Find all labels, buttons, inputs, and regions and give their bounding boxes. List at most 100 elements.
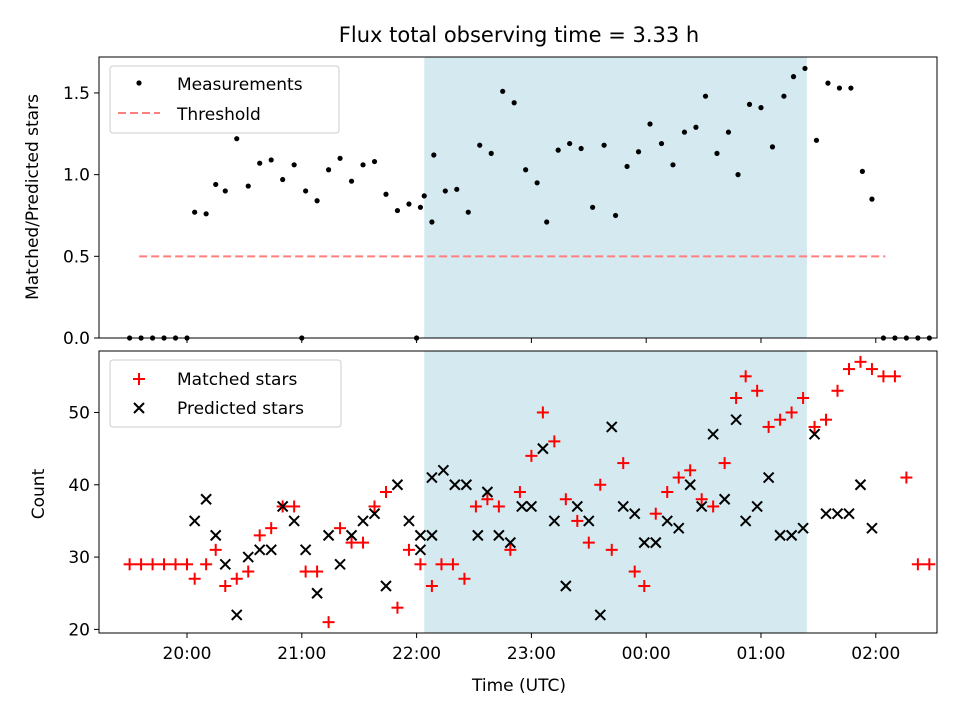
measurement-point	[500, 88, 506, 94]
matched-star-point	[513, 486, 526, 498]
matched-star-point	[345, 536, 358, 549]
matched-star-point	[181, 558, 194, 571]
measurement-point	[825, 80, 831, 86]
count-panel-frame	[98, 350, 938, 634]
matched-star-point	[146, 558, 159, 571]
predicted-star-point	[739, 515, 752, 527]
matched-star-point	[322, 616, 335, 629]
measurement-point	[465, 209, 471, 215]
measurement-point	[348, 178, 355, 184]
predicted-star-point	[785, 529, 798, 542]
legend-measurements: Measurements	[177, 75, 303, 95]
y-tick-label: 0.0	[63, 329, 90, 349]
matched-star-point	[661, 486, 674, 498]
predicted-star-point	[797, 522, 809, 534]
measurement-point	[291, 162, 297, 168]
x-tick-label: 23:00	[507, 644, 556, 664]
measurement-point	[454, 186, 460, 192]
measurement-point	[234, 136, 240, 142]
y-tick-label: 1.5	[63, 84, 90, 104]
matched-star-point	[135, 558, 148, 571]
measurement-point	[781, 93, 787, 99]
matched-star-point	[718, 457, 731, 470]
predicted-star-point	[560, 580, 572, 592]
measurement-point	[203, 211, 209, 217]
predicted-star-point	[695, 500, 708, 513]
matched-star-point	[311, 565, 324, 578]
ratio-panel-frame	[98, 56, 938, 339]
matched-star-point	[730, 392, 743, 404]
predicted-star-point	[594, 609, 606, 621]
measurement-point	[245, 183, 251, 189]
y-tick-label: 0.5	[63, 247, 90, 267]
matched-star-point	[123, 558, 136, 571]
matched-star-point	[379, 486, 392, 498]
predicted-star-point	[231, 609, 243, 621]
matched-star-point	[617, 457, 630, 470]
predicted-star-point	[219, 558, 231, 571]
measurement-point	[859, 168, 865, 174]
measurement-point	[813, 137, 820, 143]
predicted-star-point	[718, 493, 731, 505]
matched-star-point	[402, 543, 415, 556]
measurement-point	[511, 100, 517, 106]
measurement-point	[442, 188, 448, 194]
predicted-star-point	[437, 464, 450, 477]
predicted-star-point	[472, 529, 484, 542]
count-panel: 20 30 40 50 20:00 21:00 22:00 23:00 00:00 01:00 0…	[29, 350, 938, 696]
x-tick-label: 20:00	[163, 644, 212, 664]
matched-star-point	[888, 370, 901, 383]
measurement-point	[735, 172, 741, 178]
measurement-point	[836, 85, 843, 91]
measurement-point	[635, 149, 642, 155]
matched-star-point	[548, 435, 561, 448]
predicted-star-point	[311, 587, 323, 599]
measurement-point	[429, 219, 435, 225]
predicted-star-point	[606, 421, 618, 433]
matched-star-point	[900, 471, 913, 484]
predicted-star-point	[334, 558, 346, 571]
measurement-point	[421, 193, 427, 199]
matched-star-point	[820, 413, 833, 426]
predicted-star-point	[403, 515, 415, 527]
predicted-star-points	[188, 413, 878, 621]
x-tick-label: 21:00	[277, 644, 326, 664]
predicted-star-point	[200, 493, 212, 505]
matched-star-point	[481, 493, 494, 506]
matched-star-point	[525, 449, 538, 462]
matched-star-point	[774, 413, 787, 426]
predicted-star-point	[516, 500, 528, 513]
measurement-point	[869, 196, 875, 202]
matched-star-point	[628, 565, 641, 578]
predicted-star-point	[571, 500, 584, 513]
matched-star-point	[559, 493, 572, 506]
matched-star-point	[169, 558, 182, 571]
predicted-star-point	[414, 544, 427, 556]
matched-star-point	[504, 543, 517, 556]
predicted-star-point	[525, 500, 538, 513]
matched-star-point	[209, 543, 222, 556]
matched-star-point	[288, 500, 301, 513]
measurement-point	[371, 158, 378, 165]
matched-star-point	[649, 507, 662, 520]
predicted-star-point	[391, 479, 404, 491]
matched-star-point	[200, 558, 213, 571]
matched-star-point	[230, 572, 243, 585]
matched-star-point	[923, 558, 936, 571]
predicted-star-point	[426, 529, 438, 542]
measurement-point	[544, 219, 550, 225]
matched-star-point	[188, 572, 201, 585]
predicted-star-point	[730, 413, 742, 426]
matched-star-point	[785, 406, 798, 419]
matched-star-point	[299, 565, 312, 578]
measurement-point	[848, 85, 854, 91]
count-x-ticks: 20:00 21:00 22:00 23:00 00:00 01:00 02:00	[163, 633, 900, 664]
legend-matched: Matched stars	[177, 370, 297, 390]
predicted-star-point	[774, 529, 786, 542]
x-tick-label: 02:00	[851, 644, 900, 664]
matched-star-point	[605, 543, 618, 556]
measurement-point	[394, 207, 401, 214]
predicted-star-point	[299, 544, 312, 556]
measurement-point	[325, 167, 332, 173]
measurement-point	[534, 180, 540, 186]
